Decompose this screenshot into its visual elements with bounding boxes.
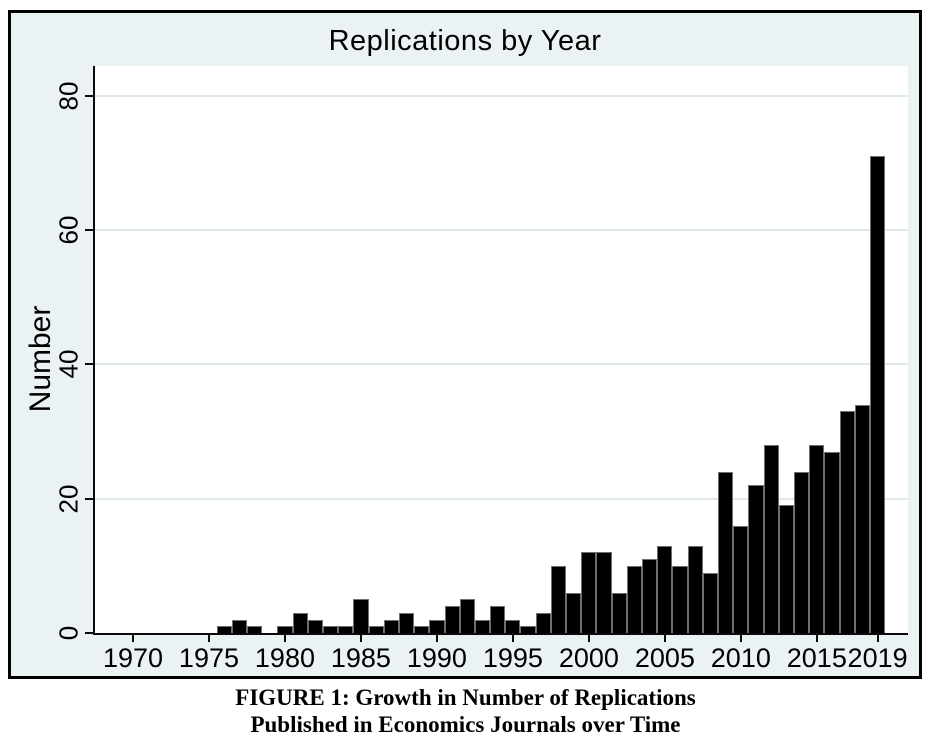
x-tick-label-1995: 1995 (482, 643, 543, 673)
x-tick-1990 (435, 635, 438, 642)
y-tick-40 (85, 363, 93, 366)
bar-2011 (748, 485, 764, 633)
x-tick-label-1975: 1975 (178, 643, 240, 673)
y-tick-label-0: 0 (53, 625, 84, 641)
bar-2014 (794, 471, 810, 633)
x-tick-1970 (131, 635, 134, 642)
bar-1992 (459, 599, 475, 633)
bar-2019 (870, 156, 886, 633)
figure-frame: Replications by Year Number 0 20 40 60 80 197… (8, 10, 922, 679)
bar-2004 (642, 559, 658, 633)
bar-1993 (474, 619, 491, 633)
bar-1996 (520, 626, 536, 633)
gridline-60 (95, 229, 908, 232)
y-tick-label-40: 40 (53, 349, 84, 379)
bar-1986 (368, 626, 384, 633)
bar-1991 (444, 606, 460, 633)
bar-2013 (778, 505, 795, 633)
x-tick-2015 (815, 635, 818, 642)
x-tick-1985 (359, 635, 362, 642)
gridline-40 (95, 363, 908, 366)
bar-1976 (216, 626, 232, 633)
y-tick-label-80: 80 (53, 81, 84, 111)
x-tick-label-2019: 2019 (847, 643, 908, 673)
bar-2017 (839, 411, 855, 633)
bar-1988 (398, 612, 415, 633)
bar-1999 (566, 592, 582, 633)
x-tick-label-2005: 2005 (634, 643, 695, 673)
bar-2010 (733, 525, 749, 633)
x-tick-label-1990: 1990 (406, 643, 467, 673)
bar-1977 (231, 619, 247, 633)
bar-2009 (718, 471, 734, 633)
x-tick-label-1980: 1980 (254, 643, 315, 673)
gridline-80 (95, 94, 908, 97)
bar-1989 (414, 626, 430, 633)
y-tick-label-20: 20 (53, 484, 84, 514)
bar-1984 (338, 626, 354, 633)
bar-1981 (292, 612, 308, 633)
bar-2003 (626, 565, 643, 633)
bar-1987 (383, 619, 399, 633)
x-tick-2000 (587, 635, 590, 642)
y-tick-60 (85, 229, 93, 232)
x-tick-2010 (739, 635, 742, 642)
y-axis-line (93, 66, 95, 635)
x-tick-label-1985: 1985 (330, 643, 391, 673)
x-tick-1995 (511, 635, 514, 642)
bar-2005 (657, 545, 673, 633)
bar-2016 (824, 451, 840, 633)
bar-2007 (687, 545, 703, 633)
bar-1978 (246, 626, 263, 633)
y-tick-80 (85, 94, 93, 97)
x-tick-2005 (663, 635, 666, 642)
x-tick-1980 (283, 635, 286, 642)
bar-2002 (611, 592, 627, 633)
bar-1982 (307, 619, 323, 633)
gridline-20 (95, 497, 908, 500)
bar-2012 (763, 444, 779, 633)
bar-1985 (353, 599, 369, 633)
x-tick-2019 (876, 635, 879, 642)
bar-2001 (596, 552, 612, 633)
x-tick-1975 (207, 635, 210, 642)
bar-1994 (490, 606, 506, 633)
y-tick-0 (85, 632, 93, 634)
bar-1995 (505, 619, 521, 633)
x-tick-label-2015: 2015 (786, 643, 847, 673)
bar-1997 (535, 612, 551, 633)
bar-1998 (550, 565, 567, 633)
y-tick-label-60: 60 (53, 215, 84, 245)
bar-1990 (429, 619, 445, 633)
figure-caption: FIGURE 1: Growth in Number of Replicatio… (0, 684, 931, 738)
bar-2008 (702, 572, 719, 633)
bar-1983 (322, 626, 339, 633)
x-tick-label-2000: 2000 (558, 643, 619, 673)
bar-2006 (672, 565, 688, 633)
x-axis-line (93, 633, 908, 635)
bar-2000 (581, 552, 597, 633)
caption-line-1: FIGURE 1: Growth in Number of Replicatio… (235, 685, 696, 710)
caption-line-2: Published in Economics Journals over Tim… (250, 712, 681, 737)
bar-2015 (809, 444, 825, 633)
x-tick-label-1970: 1970 (102, 643, 164, 673)
bar-1980 (277, 626, 293, 633)
bar-2018 (854, 404, 870, 633)
chart-title: Replications by Year (328, 25, 602, 57)
y-tick-20 (85, 497, 93, 500)
x-tick-label-2010: 2010 (710, 643, 771, 673)
